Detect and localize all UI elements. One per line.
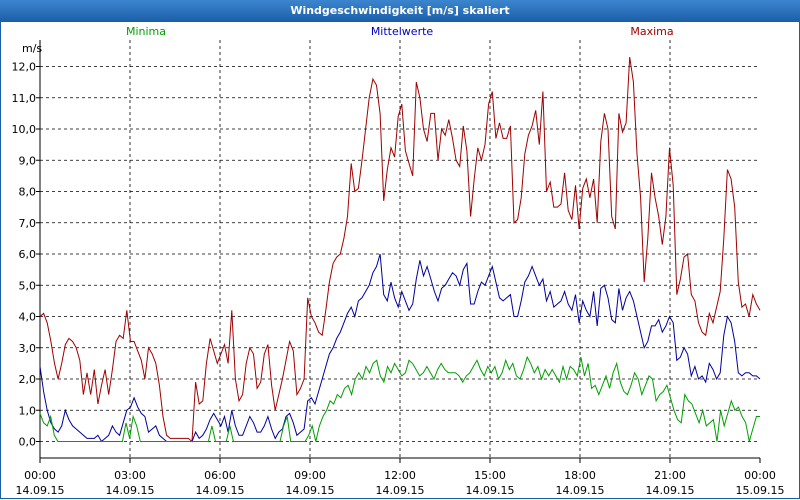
series-line-minima xyxy=(39,355,760,442)
x-axis-ticks: 00:00 14.09.15 03:00 14.09.15 06:00 14.09.15 0… xyxy=(16,458,785,497)
x-tick-time: 09:00 xyxy=(294,469,326,482)
y-tick-label: 3,0 xyxy=(19,342,37,355)
y-tick-label: 1,0 xyxy=(19,404,37,417)
x-tick-time: 00:00 xyxy=(24,469,56,482)
x-tick-date: 14.09.15 xyxy=(646,484,695,497)
x-tick-time: 18:00 xyxy=(564,469,596,482)
x-tick-date: 14.09.15 xyxy=(466,484,515,497)
x-tick-date: 14.09.15 xyxy=(376,484,425,497)
y-axis-label: m/s xyxy=(22,42,42,55)
x-tick-date: 14.09.15 xyxy=(556,484,605,497)
legend-maxima: Maxima xyxy=(630,25,673,38)
y-tick-label: 10,0 xyxy=(12,123,37,136)
legend-minima: Minima xyxy=(126,25,166,38)
series-line-maxima xyxy=(39,57,761,443)
x-tick-time: 21:00 xyxy=(654,469,686,482)
x-tick-date: 14.09.15 xyxy=(286,484,335,497)
y-tick-label: 9,0 xyxy=(19,154,37,167)
series-line-mittelwerte xyxy=(39,253,761,443)
x-tick-date: 14.09.15 xyxy=(196,484,245,497)
x-tick-time: 03:00 xyxy=(114,469,146,482)
x-tick-date: 15.09.15 xyxy=(736,484,785,497)
y-tick-label: 8,0 xyxy=(19,186,37,199)
chart-title: Windgeschwindigkeit [m/s] skaliert xyxy=(0,0,800,22)
grid xyxy=(39,40,760,459)
y-tick-label: 11,0 xyxy=(12,92,37,105)
y-tick-label: 12,0 xyxy=(12,61,37,74)
series-lines xyxy=(39,57,761,443)
y-tick-label: 7,0 xyxy=(19,217,37,230)
y-axis-ticks: 12,0 11,0 10,0 9,0 8,0 7,0 6,0 5,0 4,0 3,0 2,0 1,0 0… xyxy=(12,61,40,449)
x-tick-time: 15:00 xyxy=(474,469,506,482)
legend-mittelwerte: Mittelwerte xyxy=(371,25,434,38)
x-tick-time: 12:00 xyxy=(384,469,416,482)
y-tick-label: 0,0 xyxy=(19,436,37,449)
y-tick-label: 2,0 xyxy=(19,373,37,386)
y-tick-label: 5,0 xyxy=(19,279,37,292)
x-tick-date: 14.09.15 xyxy=(106,484,155,497)
y-tick-label: 4,0 xyxy=(19,311,37,324)
x-tick-time: 00:00 xyxy=(744,469,776,482)
x-tick-date: 14.09.15 xyxy=(16,484,65,497)
y-tick-label: 6,0 xyxy=(19,248,37,261)
x-tick-time: 06:00 xyxy=(204,469,236,482)
